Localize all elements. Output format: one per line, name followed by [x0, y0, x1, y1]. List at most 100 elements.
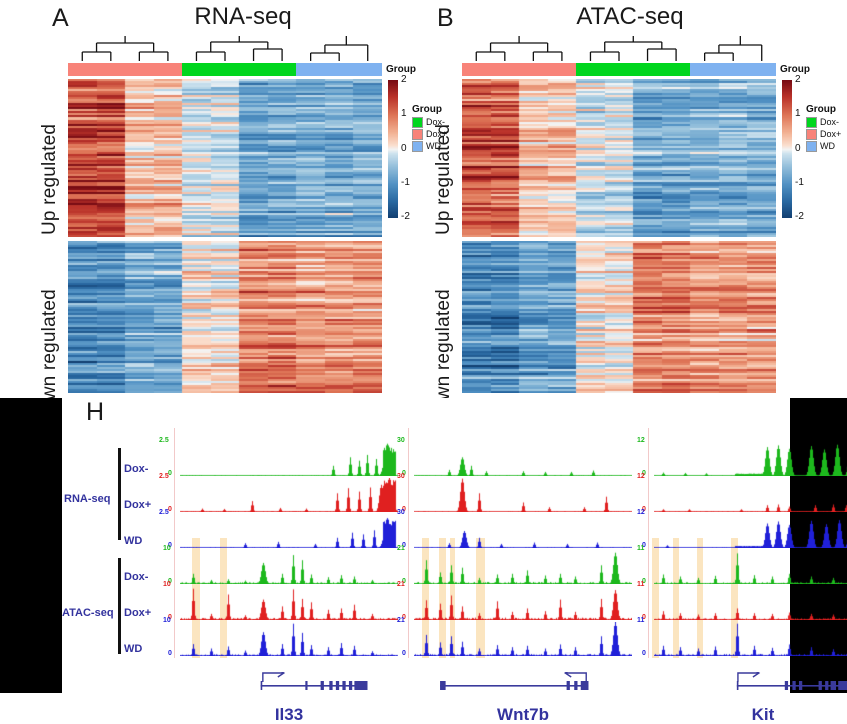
axis-max-label: 30 — [397, 437, 405, 444]
track-condition-label: WD — [124, 643, 143, 655]
track-condition-label: WD — [124, 535, 143, 547]
group-bar-segment-wd — [718, 63, 748, 76]
color-scale-tick: -2 — [795, 211, 804, 222]
group-bar-segment-doxplus — [68, 63, 97, 76]
group-legend-title: Group — [806, 104, 836, 115]
color-scale-bar-b — [782, 80, 792, 218]
axis-max-label: 21 — [397, 581, 405, 588]
axis-max-label: 11 — [637, 545, 645, 552]
axis-zero-label: 0 — [642, 470, 646, 477]
signal-track — [180, 586, 398, 620]
axis-line — [174, 544, 175, 658]
group-legend-swatch — [806, 117, 817, 128]
group-legend-swatch — [412, 129, 423, 140]
panel-title-atacseq: ATAC-seq — [576, 3, 684, 30]
axis-max-label: 2.5 — [159, 437, 169, 444]
axis-zero-label: 0 — [642, 650, 646, 657]
signal-track — [180, 550, 398, 584]
axis-zero-label: 0 — [168, 614, 172, 621]
axis-zero-label: 0 — [168, 506, 172, 513]
axis-max-label: 21 — [397, 617, 405, 624]
signal-track — [414, 550, 632, 584]
signal-track — [654, 442, 847, 476]
axis-max-label: 2.5 — [159, 509, 169, 516]
group-legend-label: Dox+ — [426, 129, 448, 139]
group-legend-label: WD — [426, 141, 441, 151]
group-bar-segment-wd — [690, 63, 719, 76]
group-legend-swatch — [806, 141, 817, 152]
signal-track — [654, 586, 847, 620]
group-legend-title: Group — [412, 104, 442, 115]
group-bar-segment-doxminus — [210, 63, 240, 76]
group-bar-segment-doxplus — [153, 63, 183, 76]
group-legend-swatch — [806, 129, 817, 140]
axis-line — [408, 544, 409, 658]
axis-zero-label: 0 — [642, 578, 646, 585]
group-legend-item: Dox+ — [412, 129, 447, 140]
group-bar-segment-doxminus — [633, 63, 662, 76]
signal-track — [180, 514, 398, 548]
axis-max-label: 12 — [637, 473, 645, 480]
group-legend-b: Group Dox- Dox+ WD — [806, 105, 841, 153]
group-legend-a: Group Dox- Dox+ WD — [412, 105, 447, 153]
color-scale-tick: 1 — [401, 108, 407, 120]
axis-zero-label: 0 — [402, 650, 406, 657]
axis-zero-label: 0 — [402, 578, 406, 585]
signal-track — [654, 514, 847, 548]
group-bar-segment-doxplus — [462, 63, 491, 76]
gene-model — [736, 672, 847, 690]
signal-track — [654, 478, 847, 512]
group-legend-swatch — [412, 117, 423, 128]
panel-letter-a: A — [52, 4, 69, 32]
group-bar-segment-wd — [353, 63, 383, 76]
group-bar-segment-doxplus — [96, 63, 126, 76]
group-legend-label: Dox- — [820, 117, 840, 127]
axis-line — [648, 428, 649, 548]
group-legend-item: Dox- — [806, 117, 841, 128]
gene-model — [440, 672, 589, 690]
axis-zero-label: 0 — [402, 506, 406, 513]
signal-track — [180, 478, 398, 512]
group-bar-segment-wd — [296, 63, 325, 76]
signal-track — [654, 622, 847, 656]
axis-zero-label: 0 — [168, 578, 172, 585]
axis-zero-label: 0 — [402, 614, 406, 621]
track-condition-label: Dox- — [124, 571, 149, 583]
axis-max-label: 11 — [637, 617, 645, 624]
axis-max-label: 2.5 — [159, 473, 169, 480]
group-bar-segment-doxplus — [125, 63, 154, 76]
color-scale-tick: 0 — [795, 142, 801, 154]
axis-line — [408, 428, 409, 548]
group-bar-segment-doxminus — [604, 63, 634, 76]
group-bar-segment-doxplus — [519, 63, 548, 76]
axis-max-label: 12 — [637, 509, 645, 516]
signal-track — [654, 550, 847, 584]
assay-bracket-atacseq — [118, 558, 121, 654]
group-legend-label: WD — [820, 141, 835, 151]
track-condition-label: Dox- — [124, 463, 149, 475]
color-scale-tick: 2 — [795, 74, 801, 85]
row-label-a-up: Up regulated — [39, 123, 60, 235]
group-legend-label: Dox- — [426, 117, 446, 127]
axis-zero-label: 0 — [402, 542, 406, 549]
heatmap-b-downregulated — [462, 241, 776, 393]
group-legend-item: Dox+ — [806, 129, 841, 140]
group-bar-segment-wd — [324, 63, 354, 76]
color-scale-tick: -1 — [795, 176, 804, 188]
axis-zero-label: 0 — [168, 470, 172, 477]
track-condition-label: Dox+ — [124, 499, 152, 511]
gene-name-label: Kit — [751, 705, 775, 724]
color-scale-tick: 1 — [795, 108, 801, 120]
gene-name-label: Wnt7b — [497, 705, 549, 724]
axis-zero-label: 0 — [168, 542, 172, 549]
axis-max-label: 10 — [163, 581, 171, 588]
color-scale-tick: -2 — [401, 211, 410, 222]
group-legend-item: WD — [412, 141, 447, 152]
color-scale-bar-a — [388, 80, 398, 218]
group-bar-segment-doxplus — [490, 63, 520, 76]
row-label-b-up: Up regulated — [433, 123, 454, 235]
panel-h-genome-browser: H RNA-seq ATAC-seq 2.5 0 Dox- 2.5 0 Dox+ 2.5 0 W… — [0, 398, 847, 723]
group-annotation-bar-a — [68, 63, 383, 76]
axis-zero-label: 0 — [168, 650, 172, 657]
group-bar-segment-doxplus — [547, 63, 577, 76]
